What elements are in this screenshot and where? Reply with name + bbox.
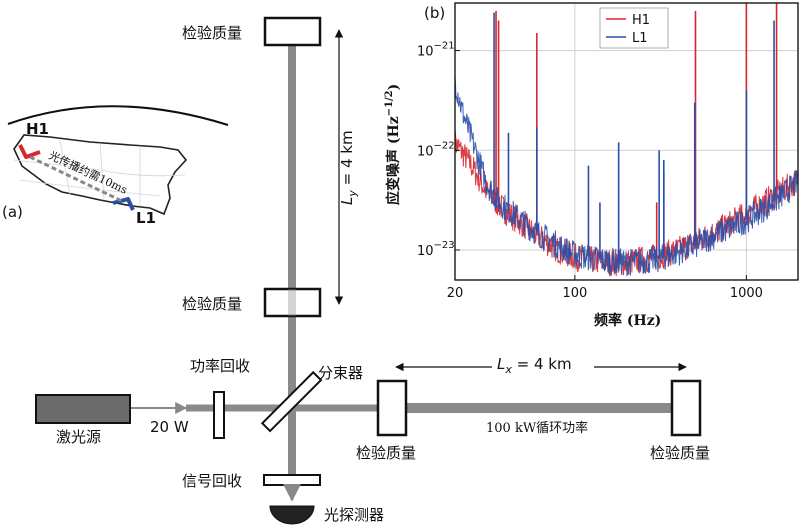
- l1-site-marker: [112, 197, 135, 211]
- chart-series: [455, 3, 798, 277]
- legend-label-l1: L1: [632, 31, 648, 46]
- panel-a-label: (a): [2, 203, 23, 221]
- chart-ticks: 20 100 1000 10−21 10−22 10−23: [417, 41, 763, 301]
- signal-recycling-mirror: [263, 474, 321, 486]
- legend-label-h1: H1: [632, 13, 650, 28]
- chart-legend: H1 L1: [599, 7, 669, 49]
- x-tick-label: 20: [447, 286, 464, 301]
- x-tick-label: 100: [562, 286, 587, 301]
- y-tick-label: 10−22: [417, 140, 455, 159]
- y-end-test-mass: [263, 16, 322, 47]
- x-end-test-mass: [670, 379, 702, 437]
- beam-splitter-label: 分束器: [318, 364, 363, 382]
- circulating-power-label: 100 kW循环功率: [486, 420, 588, 436]
- x-input-test-mass-label: 检验质量: [356, 444, 416, 462]
- power-recycling-mirror: [213, 391, 225, 439]
- power-recycling-label: 功率回收: [190, 357, 250, 375]
- y-tick-label: 10−23: [417, 240, 455, 259]
- l1-site-label: L1: [136, 209, 156, 227]
- y-arm-length-label: Ly = 4 km: [338, 130, 359, 205]
- x-axis-label: 频率 (Hz): [594, 312, 661, 329]
- photodetector: [269, 505, 315, 525]
- y-end-test-mass-label: 检验质量: [182, 24, 242, 42]
- interferometer: 检验质量 检验质量 Ly = 4 km 激光源 20 W 功率回收 分束器 检验…: [35, 16, 710, 525]
- h1-site-label: H1: [26, 120, 49, 138]
- laser-source: [35, 394, 131, 424]
- laser-power-label: 20 W: [150, 418, 189, 436]
- photodetector-label: 光探测器: [324, 506, 384, 524]
- y-tick-label: 10−21: [417, 41, 455, 60]
- x-tick-label: 1000: [730, 286, 763, 301]
- strain-noise-chart: 20 100 1000 10−21 10−22 10−23 (b) H1 L1 频率 (H…: [384, 2, 799, 329]
- x-end-test-mass-label: 检验质量: [650, 444, 710, 462]
- y-input-test-mass: [263, 287, 322, 318]
- series-l1: [455, 12, 798, 277]
- earth-horizon: [7, 105, 229, 126]
- y-input-test-mass-label: 检验质量: [182, 295, 242, 313]
- signal-recycling-label: 信号回收: [182, 472, 242, 490]
- plot-area: [454, 2, 799, 281]
- us-map-inset: H1 L1 光传播约需10ms (a): [2, 105, 229, 227]
- x-input-test-mass: [376, 379, 408, 437]
- light-travel-line: [29, 155, 125, 204]
- beam-splitter: [260, 370, 323, 433]
- laser-source-label: 激光源: [56, 428, 101, 446]
- panel-b-label: (b): [424, 4, 445, 22]
- y-axis-label: 应变噪声 (Hz−1/2): [384, 84, 402, 205]
- noise-floor-l1: [455, 75, 798, 277]
- x-arm-length-label: Lx = 4 km: [497, 355, 572, 376]
- h1-site-marker: [18, 144, 41, 159]
